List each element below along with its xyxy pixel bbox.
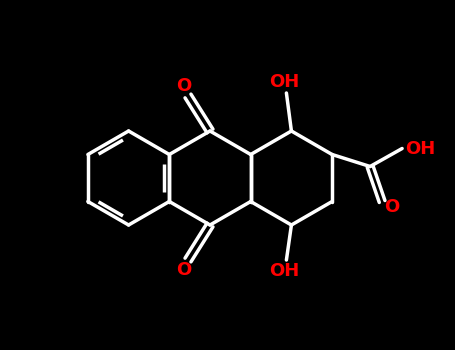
Text: O: O	[177, 261, 192, 279]
Text: OH: OH	[405, 140, 435, 158]
Text: O: O	[384, 198, 400, 217]
Text: OH: OH	[269, 73, 299, 91]
Text: OH: OH	[269, 262, 299, 280]
Text: O: O	[177, 77, 192, 95]
